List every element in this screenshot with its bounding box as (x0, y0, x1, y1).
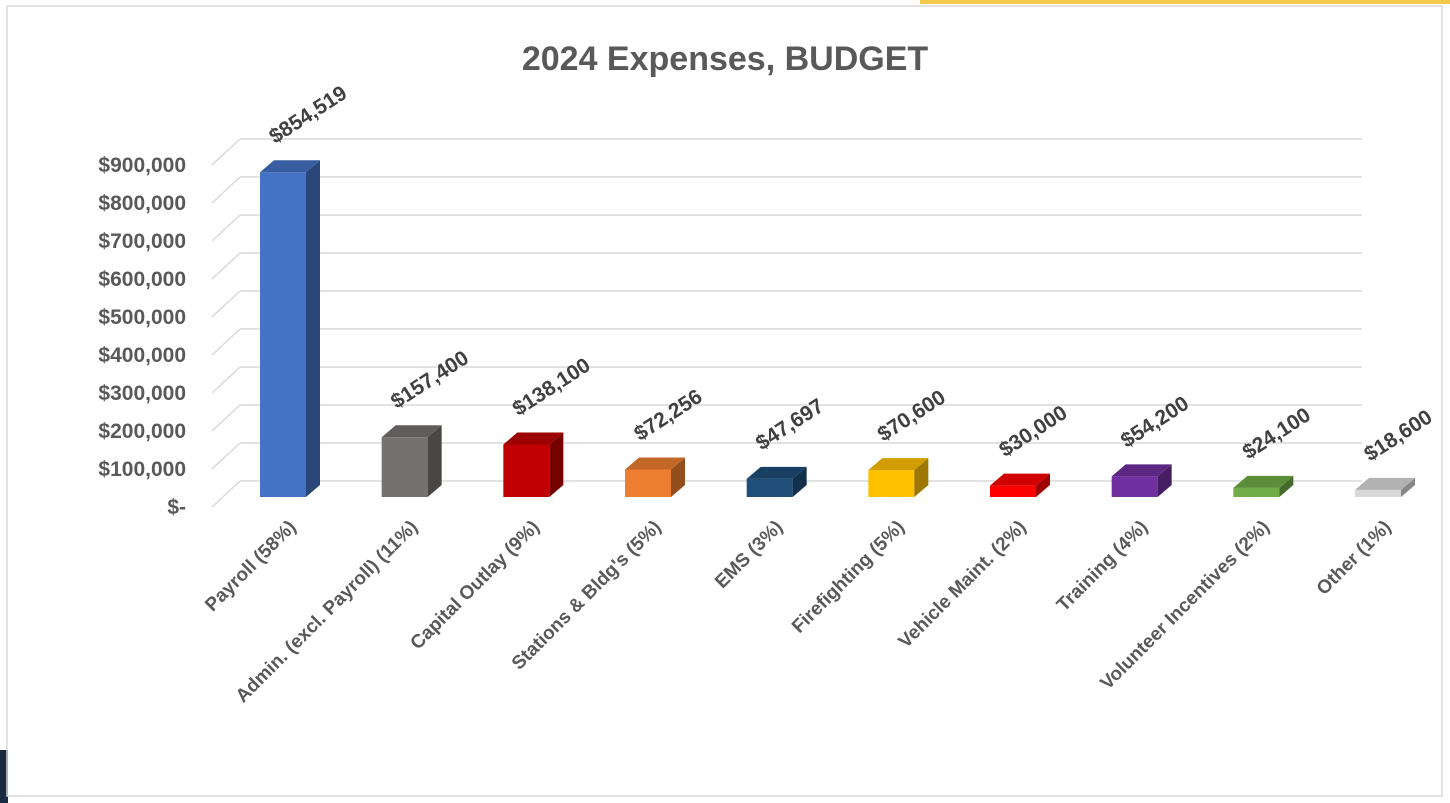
gridline-wall (212, 139, 240, 165)
y-tick-label: $800,000 (98, 192, 186, 215)
bar-side (428, 425, 442, 497)
bar-front (868, 470, 914, 497)
bar-front (260, 172, 306, 497)
bar (747, 467, 807, 497)
bar (382, 425, 442, 497)
y-tick-label: $900,000 (98, 154, 186, 177)
bar-front (1355, 490, 1401, 497)
gridline-wall (212, 443, 240, 469)
y-tick-label: $- (167, 496, 186, 519)
gridline-wall (212, 329, 240, 355)
category-label: Firefighting (5%) (788, 517, 909, 638)
category-label: EMS (3%) (711, 517, 787, 593)
data-label: $30,000 (995, 401, 1071, 462)
bar (260, 160, 320, 497)
bar-front (1112, 476, 1158, 497)
y-axis-tick-labels: $- $100,000 $200,000 $300,000 $400,000 $500,0… (98, 154, 186, 519)
bar-front (503, 445, 549, 497)
bar-front (382, 437, 428, 497)
category-label: Vehicle Maint. (2%) (895, 517, 1031, 653)
y-tick-label: $400,000 (98, 344, 186, 367)
bar-front (1233, 488, 1279, 497)
data-label: $138,100 (509, 354, 595, 421)
chart-border (7, 6, 1442, 796)
bar (503, 433, 563, 497)
bar (625, 458, 685, 497)
data-label: $70,600 (874, 386, 950, 447)
data-label: $24,100 (1239, 403, 1315, 464)
frame-accent-yellow (920, 0, 1450, 4)
category-label: Other (1%) (1313, 517, 1396, 600)
category-label: Capital Outlay (9%) (407, 517, 544, 654)
bar-front (747, 479, 793, 497)
category-label: Training (4%) (1053, 517, 1152, 616)
bar (990, 474, 1050, 497)
bar (868, 458, 928, 497)
gridline-wall (212, 291, 240, 317)
y-tick-label: $100,000 (98, 458, 186, 481)
gridline-wall (212, 253, 240, 279)
data-label: $157,400 (387, 346, 473, 413)
y-tick-label: $200,000 (98, 420, 186, 443)
y-tick-label: $700,000 (98, 230, 186, 253)
data-label: $18,600 (1360, 405, 1436, 466)
data-label: $47,697 (752, 394, 828, 455)
y-tick-label: $300,000 (98, 382, 186, 405)
y-tick-label: $500,000 (98, 306, 186, 329)
category-label: Payroll (58%) (201, 517, 300, 616)
gridline-wall (212, 177, 240, 203)
gridline-wall (212, 367, 240, 393)
y-tick-label: $600,000 (98, 268, 186, 291)
bar (1112, 464, 1172, 497)
category-labels: Payroll (58%)Admin. (excl. Payroll) (11%… (201, 517, 1395, 707)
gridline-wall (212, 215, 240, 241)
gridline-wall (212, 481, 240, 507)
bar (1355, 478, 1415, 497)
data-label: $72,256 (630, 385, 706, 446)
bar (1233, 476, 1293, 497)
gridline-wall (212, 405, 240, 431)
chart-title: 2024 Expenses, BUDGET (522, 40, 929, 78)
bar-side (306, 160, 320, 497)
bar-front (990, 486, 1036, 497)
bar-front (625, 470, 671, 497)
